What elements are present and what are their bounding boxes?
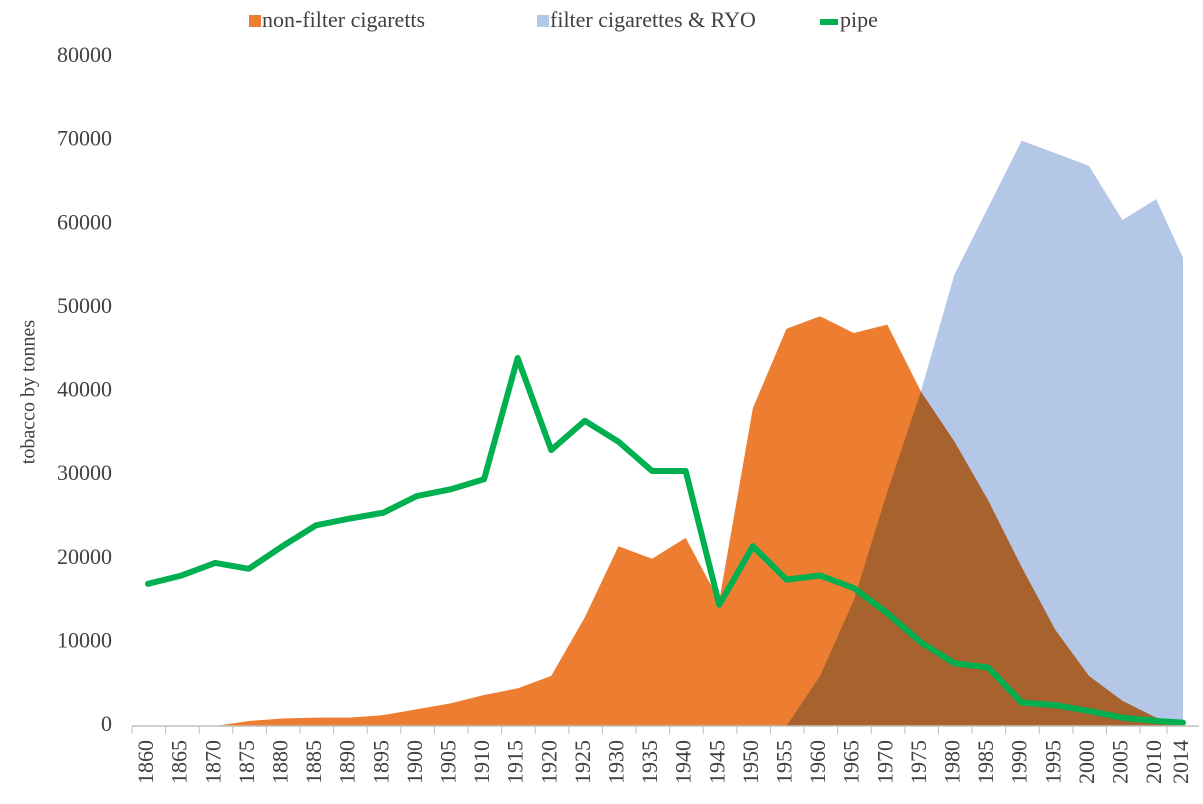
x-tick-label: 2010: [1141, 740, 1166, 784]
x-tick-label: 1875: [234, 740, 259, 784]
line: [145, 355, 1186, 726]
y-tick-label: 40000: [57, 377, 112, 402]
x-tick-label: 1975: [906, 740, 931, 784]
x-tick-label: 1925: [570, 740, 595, 784]
area: [148, 316, 1183, 726]
y-tick-label: 20000: [57, 544, 112, 569]
x-tick-label: 1930: [604, 740, 629, 784]
x-tick-label: 1960: [805, 740, 830, 784]
x-tick-label: 1985: [973, 740, 998, 784]
x-tick-label: 1905: [435, 740, 460, 784]
x-tick-label: 1990: [1007, 740, 1032, 784]
y-tick-label: 50000: [57, 293, 112, 318]
x-tick-label: 1915: [503, 740, 528, 784]
x-tick-label: 1955: [772, 740, 797, 784]
y-axis-label: tobacco by tonnes: [18, 320, 40, 465]
legend-label: filter cigarettes & RYO: [550, 7, 756, 32]
x-tick-label: 1865: [167, 740, 192, 784]
x-tick-label: 1965: [839, 740, 864, 784]
x-tick-label: 1980: [940, 740, 965, 784]
x-tick-label: 2000: [1074, 740, 1099, 784]
x-tick-label: 1935: [637, 740, 662, 784]
legend-swatch: [249, 15, 261, 27]
x-tick-label: 1885: [301, 740, 326, 784]
y-tick-label: 60000: [57, 209, 112, 234]
y-tick-label: 30000: [57, 460, 112, 485]
x-tick-label: 1860: [133, 740, 158, 784]
x-tick-label: 1940: [671, 740, 696, 784]
x-tick-label: 1870: [200, 740, 225, 784]
x-tick-label: 1880: [267, 740, 292, 784]
x-tick-label: 1890: [335, 740, 360, 784]
x-tick-label: 2005: [1108, 740, 1133, 784]
x-tick-label: 1995: [1040, 740, 1065, 784]
y-tick-label: 70000: [57, 126, 112, 151]
x-tick-label: 1950: [738, 740, 763, 784]
x-tick-label: 1970: [872, 740, 897, 784]
x-tick-label: 1895: [368, 740, 393, 784]
legend-swatch: [537, 15, 549, 27]
x-tick-label: 1900: [402, 740, 427, 784]
y-tick-label: 80000: [57, 42, 112, 67]
x-tick-label: 1920: [536, 740, 561, 784]
x-tick-label: 1910: [469, 740, 494, 784]
y-tick-label: 0: [101, 711, 112, 736]
y-tick-label: 10000: [57, 627, 112, 652]
x-tick-label: 1945: [704, 740, 729, 784]
legend-label: pipe: [840, 7, 878, 32]
legend-label: non-filter cigaretts: [262, 7, 425, 32]
x-tick-label: 2014: [1168, 740, 1193, 784]
